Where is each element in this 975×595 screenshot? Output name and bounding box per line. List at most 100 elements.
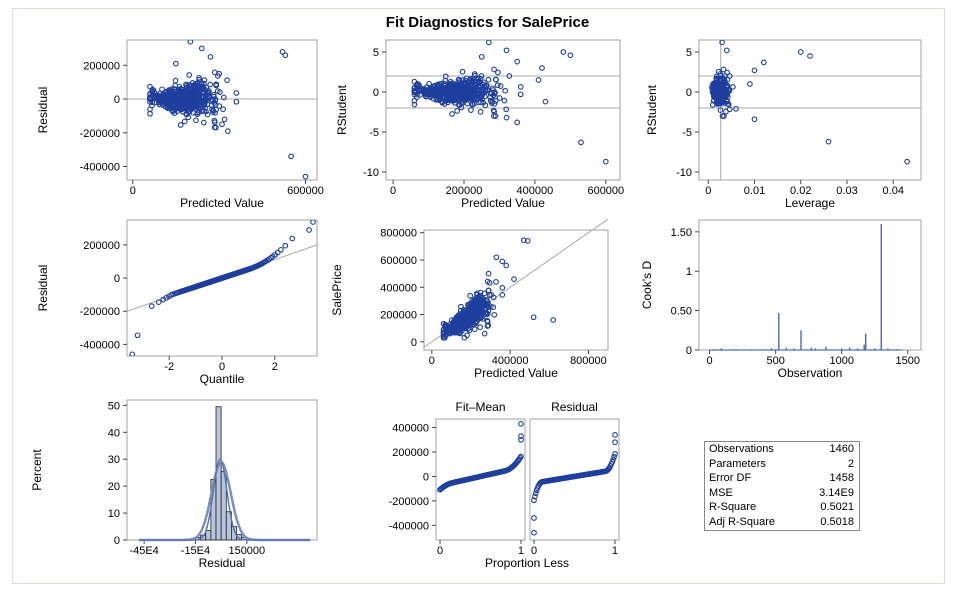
x-tick-label: 0.04 (883, 185, 904, 197)
data-point (306, 227, 312, 233)
marker-group (437, 421, 524, 493)
stat-row: Observations 1460 (705, 442, 859, 457)
data-point (717, 94, 724, 101)
y-tick-label: -400000 (80, 339, 120, 351)
y-tick-label: 0 (686, 87, 692, 99)
y-tick-label: 10 (108, 508, 120, 520)
data-point (520, 237, 527, 244)
data-point (487, 303, 494, 310)
y-tick-label: -10 (676, 167, 692, 179)
data-point (797, 49, 804, 55)
data-point (208, 97, 215, 104)
data-point (184, 91, 191, 98)
data-point (487, 94, 494, 101)
data-point (477, 324, 483, 331)
data-point (485, 270, 492, 277)
data-point (481, 290, 488, 297)
data-point (173, 60, 179, 67)
y-tick-label: 400000 (380, 282, 417, 294)
data-point (495, 69, 501, 76)
data-point (503, 47, 510, 54)
y-axis-title: RStudent (335, 84, 349, 135)
y-tick-label: 5 (686, 47, 692, 59)
x-axis-title: Leverage (785, 196, 835, 210)
data-point (418, 86, 424, 93)
data-point (446, 327, 453, 334)
data-point (485, 287, 492, 294)
marker-group (531, 432, 618, 536)
stat-value: 0.5018 (820, 515, 854, 528)
histogram-bar (225, 511, 232, 541)
data-point (825, 138, 832, 145)
data-point (723, 89, 730, 96)
stat-label: Observations (709, 443, 774, 455)
data-point (221, 116, 228, 123)
data-point (499, 258, 506, 265)
x-tick-label: 600000 (287, 185, 324, 197)
y-tick-label: 800000 (380, 228, 417, 240)
x-axis-title: Proportion Less (485, 556, 569, 570)
data-point (459, 92, 466, 98)
data-point (484, 317, 491, 324)
y-tick-label: -5 (682, 127, 692, 139)
data-point (213, 124, 219, 131)
data-point (610, 456, 617, 463)
data-point (611, 453, 617, 460)
data-point (216, 103, 223, 109)
data-point (441, 80, 447, 87)
data-point (518, 433, 524, 439)
data-point (442, 77, 449, 84)
data-point (612, 439, 618, 446)
data-point (724, 69, 731, 76)
y-tick-label: 0 (114, 273, 120, 285)
stat-row: Adj R-Square 0.5018 (705, 515, 859, 530)
data-point (483, 297, 490, 303)
data-point (476, 296, 483, 302)
data-point (479, 86, 486, 92)
data-point (560, 49, 567, 55)
data-point (155, 97, 162, 104)
data-point (185, 86, 192, 92)
data-point (434, 87, 440, 93)
y-axis-title: Percent (30, 449, 44, 491)
y-axis-title: RStudent (645, 84, 659, 135)
data-point (490, 304, 497, 311)
marker-group (709, 40, 910, 165)
x-tick-label: 600000 (587, 185, 624, 197)
data-point (721, 113, 727, 119)
data-point (456, 95, 462, 102)
data-point (193, 117, 199, 124)
y-axis-title: Cook's D (640, 261, 654, 310)
x-tick-label: 1 (518, 545, 524, 557)
data-point (567, 52, 574, 59)
data-point (511, 276, 517, 282)
y-tick-label: 30 (108, 454, 120, 466)
data-point (188, 92, 194, 99)
data-point (602, 158, 609, 165)
data-point (210, 91, 217, 98)
data-point (517, 84, 524, 90)
stat-label: Error DF (709, 472, 752, 485)
data-point (186, 99, 192, 106)
figure-title: Fit Diagnostics for SalePrice (385, 14, 590, 31)
data-point (426, 87, 432, 93)
stat-value: 0.5021 (820, 501, 854, 514)
x-tick-label: 200000 (446, 185, 483, 197)
plot-area (698, 219, 922, 351)
data-point (487, 90, 494, 97)
y-axis-title: Residual (36, 265, 50, 312)
x-tick-label: 0 (705, 185, 711, 197)
data-point (279, 48, 286, 55)
x-axis-title: Residual (199, 556, 246, 570)
data-point (164, 105, 171, 112)
data-point (204, 111, 211, 118)
data-point (158, 93, 165, 100)
data-point (147, 106, 153, 113)
stat-row: R-Square 0.5021 (705, 500, 859, 515)
data-point (514, 119, 521, 126)
data-point (550, 317, 557, 323)
data-point (475, 304, 482, 311)
stat-label: MSE (709, 486, 733, 499)
data-point (499, 292, 506, 298)
stat-label: Adj R-Square (709, 515, 776, 528)
